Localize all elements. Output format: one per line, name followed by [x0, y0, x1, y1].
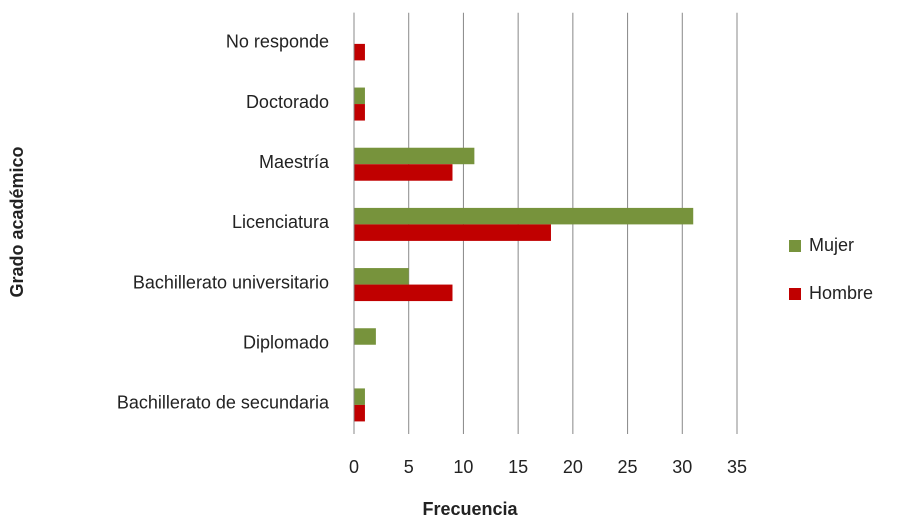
y-tick-label: Doctorado — [246, 92, 329, 112]
y-tick-label: No responde — [226, 32, 329, 52]
x-tick-label: 30 — [672, 457, 692, 477]
bar — [354, 164, 453, 181]
bar — [354, 284, 453, 302]
x-tick-label: 15 — [508, 457, 528, 477]
legend-swatch — [789, 288, 801, 300]
legend-label: Mujer — [809, 235, 854, 255]
legend-label: Hombre — [809, 283, 873, 303]
bar — [354, 207, 694, 225]
x-tick-label: 35 — [727, 457, 747, 477]
x-tick-label: 20 — [563, 457, 583, 477]
y-tick-label: Bachillerato universitario — [133, 272, 329, 292]
bar — [354, 388, 365, 405]
y-tick-label: Maestría — [259, 152, 330, 172]
bar — [354, 328, 376, 345]
y-axis-label: Grado académico — [7, 146, 27, 297]
y-tick-label: Bachillerato de secundaria — [117, 393, 330, 413]
x-tick-label: 0 — [349, 457, 359, 477]
bar — [354, 147, 475, 165]
bar — [354, 224, 551, 241]
y-tick-label: Licenciatura — [232, 212, 330, 232]
x-axis-label: Frecuencia — [422, 499, 518, 519]
x-tick-label: 10 — [453, 457, 473, 477]
x-tick-label: 5 — [404, 457, 414, 477]
y-tick-label: Diplomado — [243, 332, 329, 352]
bar — [354, 43, 365, 61]
x-tick-label: 25 — [618, 457, 638, 477]
bar — [354, 104, 365, 121]
bar — [354, 404, 365, 422]
bar — [354, 87, 365, 105]
bar — [354, 268, 409, 285]
legend-swatch — [789, 240, 801, 252]
